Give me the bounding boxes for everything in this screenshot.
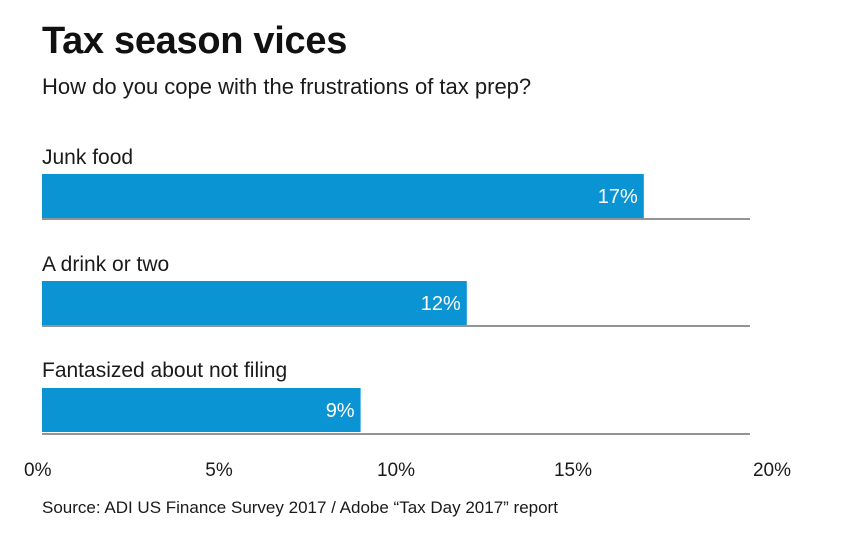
x-tick-label: 10% — [377, 460, 415, 481]
bar-value-label: 17% — [598, 186, 638, 208]
x-tick-label: 0% — [24, 460, 52, 481]
source-note: Source: ADI US Finance Survey 2017 / Ado… — [42, 498, 558, 517]
category-label: Fantasized about not filing — [42, 359, 287, 382]
bar — [42, 174, 644, 218]
x-tick-label: 5% — [205, 460, 233, 481]
bar — [42, 388, 361, 432]
x-tick-label: 15% — [554, 460, 592, 481]
bar-value-label: 12% — [421, 293, 461, 315]
chart-subtitle: How do you cope with the frustrations of… — [42, 74, 532, 99]
bar-value-label: 9% — [326, 400, 355, 422]
category-label: Junk food — [42, 146, 133, 169]
chart-title: Tax season vices — [42, 20, 348, 62]
bar — [42, 281, 467, 325]
category-label: A drink or two — [42, 253, 169, 276]
x-tick-label: 20% — [753, 460, 791, 481]
